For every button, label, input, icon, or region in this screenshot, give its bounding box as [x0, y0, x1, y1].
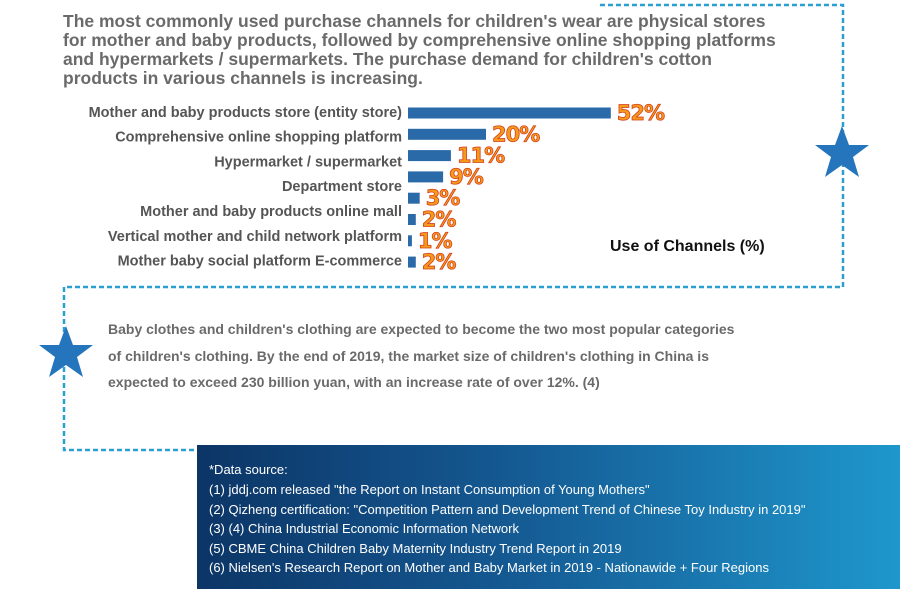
value-label: 2%: [422, 250, 457, 274]
category-label: Department store: [282, 179, 402, 195]
source-item: (3) (4) China Industrial Economic Inform…: [209, 521, 519, 537]
category-label: Vertical mother and child network platfo…: [108, 229, 402, 245]
category-label: Mother baby social platform E-commerce: [118, 254, 402, 270]
category-label: Comprehensive online shopping platform: [115, 130, 402, 146]
paragraph-line: of children's clothing. By the end of 20…: [108, 347, 709, 364]
value-label: 52%: [617, 101, 665, 125]
source-item: (1) jddj.com released "the Report on Ins…: [209, 482, 650, 497]
dashed-frame: [62, 3, 845, 452]
bar: [408, 192, 420, 204]
category-label: Mother and baby products store (entity s…: [89, 105, 403, 121]
category-label: Mother and baby products online mall: [140, 204, 402, 220]
star: [39, 326, 93, 377]
paragraph-line: expected to exceed 230 billion yuan, wit…: [108, 374, 600, 390]
heading-line: The most commonly used purchase channels…: [63, 11, 766, 31]
value-label: 20%: [492, 122, 540, 146]
heading-line: for mother and baby products, followed b…: [63, 30, 776, 50]
sources-box: *Data source: (1) jddj.com released "the…: [197, 445, 900, 589]
source-item: (5) CBME China Children Baby Maternity I…: [209, 540, 622, 556]
heading: The most commonly used purchase channels…: [63, 12, 776, 88]
chart-title: Use of Channels (%): [610, 238, 765, 255]
bar: [408, 107, 611, 119]
value-label: 3%: [426, 186, 461, 210]
value-label: 1%: [418, 229, 453, 253]
bar: [408, 150, 451, 162]
sources-title: *Data source:: [209, 462, 288, 477]
bar: [408, 214, 416, 225]
value-label: 9%: [449, 165, 484, 189]
category-label: Hypermarket / supermarket: [214, 154, 402, 170]
bar: [408, 128, 486, 140]
heading-line: and hypermarkets / supermarkets. The pur…: [63, 49, 712, 69]
paragraph-line: Baby clothes and children's clothing are…: [108, 321, 735, 337]
paragraph: Baby clothes and children's clothing are…: [108, 316, 734, 396]
bar: [408, 171, 444, 183]
value-label: 2%: [422, 208, 457, 232]
value-label: 11%: [457, 144, 505, 168]
frame-line: [62, 3, 845, 452]
star: [815, 126, 869, 177]
bar: [408, 235, 412, 247]
bar: [408, 256, 416, 268]
source-item: (6) Nielsen's Research Report on Mother …: [209, 560, 769, 576]
source-item: (2) Qizheng certification: "Competition …: [209, 501, 806, 517]
heading-line: products in various channels is increasi…: [63, 68, 423, 88]
